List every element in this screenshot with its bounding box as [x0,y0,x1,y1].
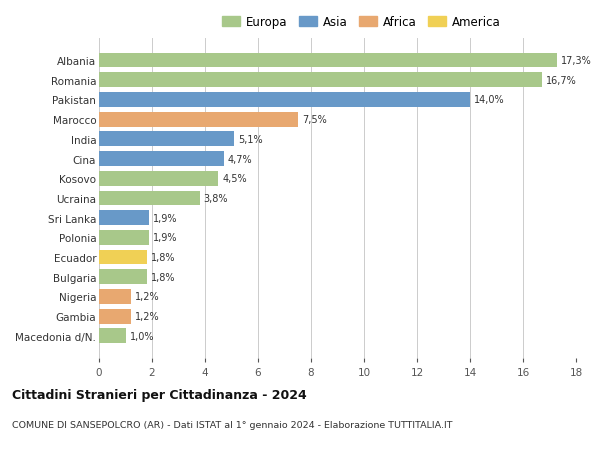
Text: COMUNE DI SANSEPOLCRO (AR) - Dati ISTAT al 1° gennaio 2024 - Elaborazione TUTTIT: COMUNE DI SANSEPOLCRO (AR) - Dati ISTAT … [12,420,452,429]
Bar [99,112,298,127]
Bar [99,93,470,107]
Legend: Europa, Asia, Africa, America: Europa, Asia, Africa, America [222,16,500,29]
Bar [99,309,131,324]
Text: 1,8%: 1,8% [151,272,175,282]
Bar [99,152,224,167]
Text: 14,0%: 14,0% [474,95,505,105]
Text: 1,9%: 1,9% [154,213,178,223]
Text: 1,2%: 1,2% [135,312,160,321]
Bar [99,191,200,206]
Text: 17,3%: 17,3% [562,56,592,66]
Text: 1,0%: 1,0% [130,331,154,341]
Bar [99,250,146,265]
Text: 4,5%: 4,5% [222,174,247,184]
Bar [99,270,146,285]
Bar [99,329,125,343]
Text: 5,1%: 5,1% [238,134,263,145]
Bar [99,230,149,245]
Text: 7,5%: 7,5% [302,115,326,125]
Text: 4,7%: 4,7% [227,154,252,164]
Bar [99,54,557,68]
Bar [99,73,542,88]
Bar [99,172,218,186]
Text: 16,7%: 16,7% [545,76,576,85]
Text: 1,8%: 1,8% [151,252,175,263]
Bar [99,290,131,304]
Text: 3,8%: 3,8% [203,194,228,203]
Bar [99,211,149,225]
Text: Cittadini Stranieri per Cittadinanza - 2024: Cittadini Stranieri per Cittadinanza - 2… [12,388,307,401]
Text: 1,2%: 1,2% [135,292,160,302]
Bar [99,132,234,147]
Text: 1,9%: 1,9% [154,233,178,243]
